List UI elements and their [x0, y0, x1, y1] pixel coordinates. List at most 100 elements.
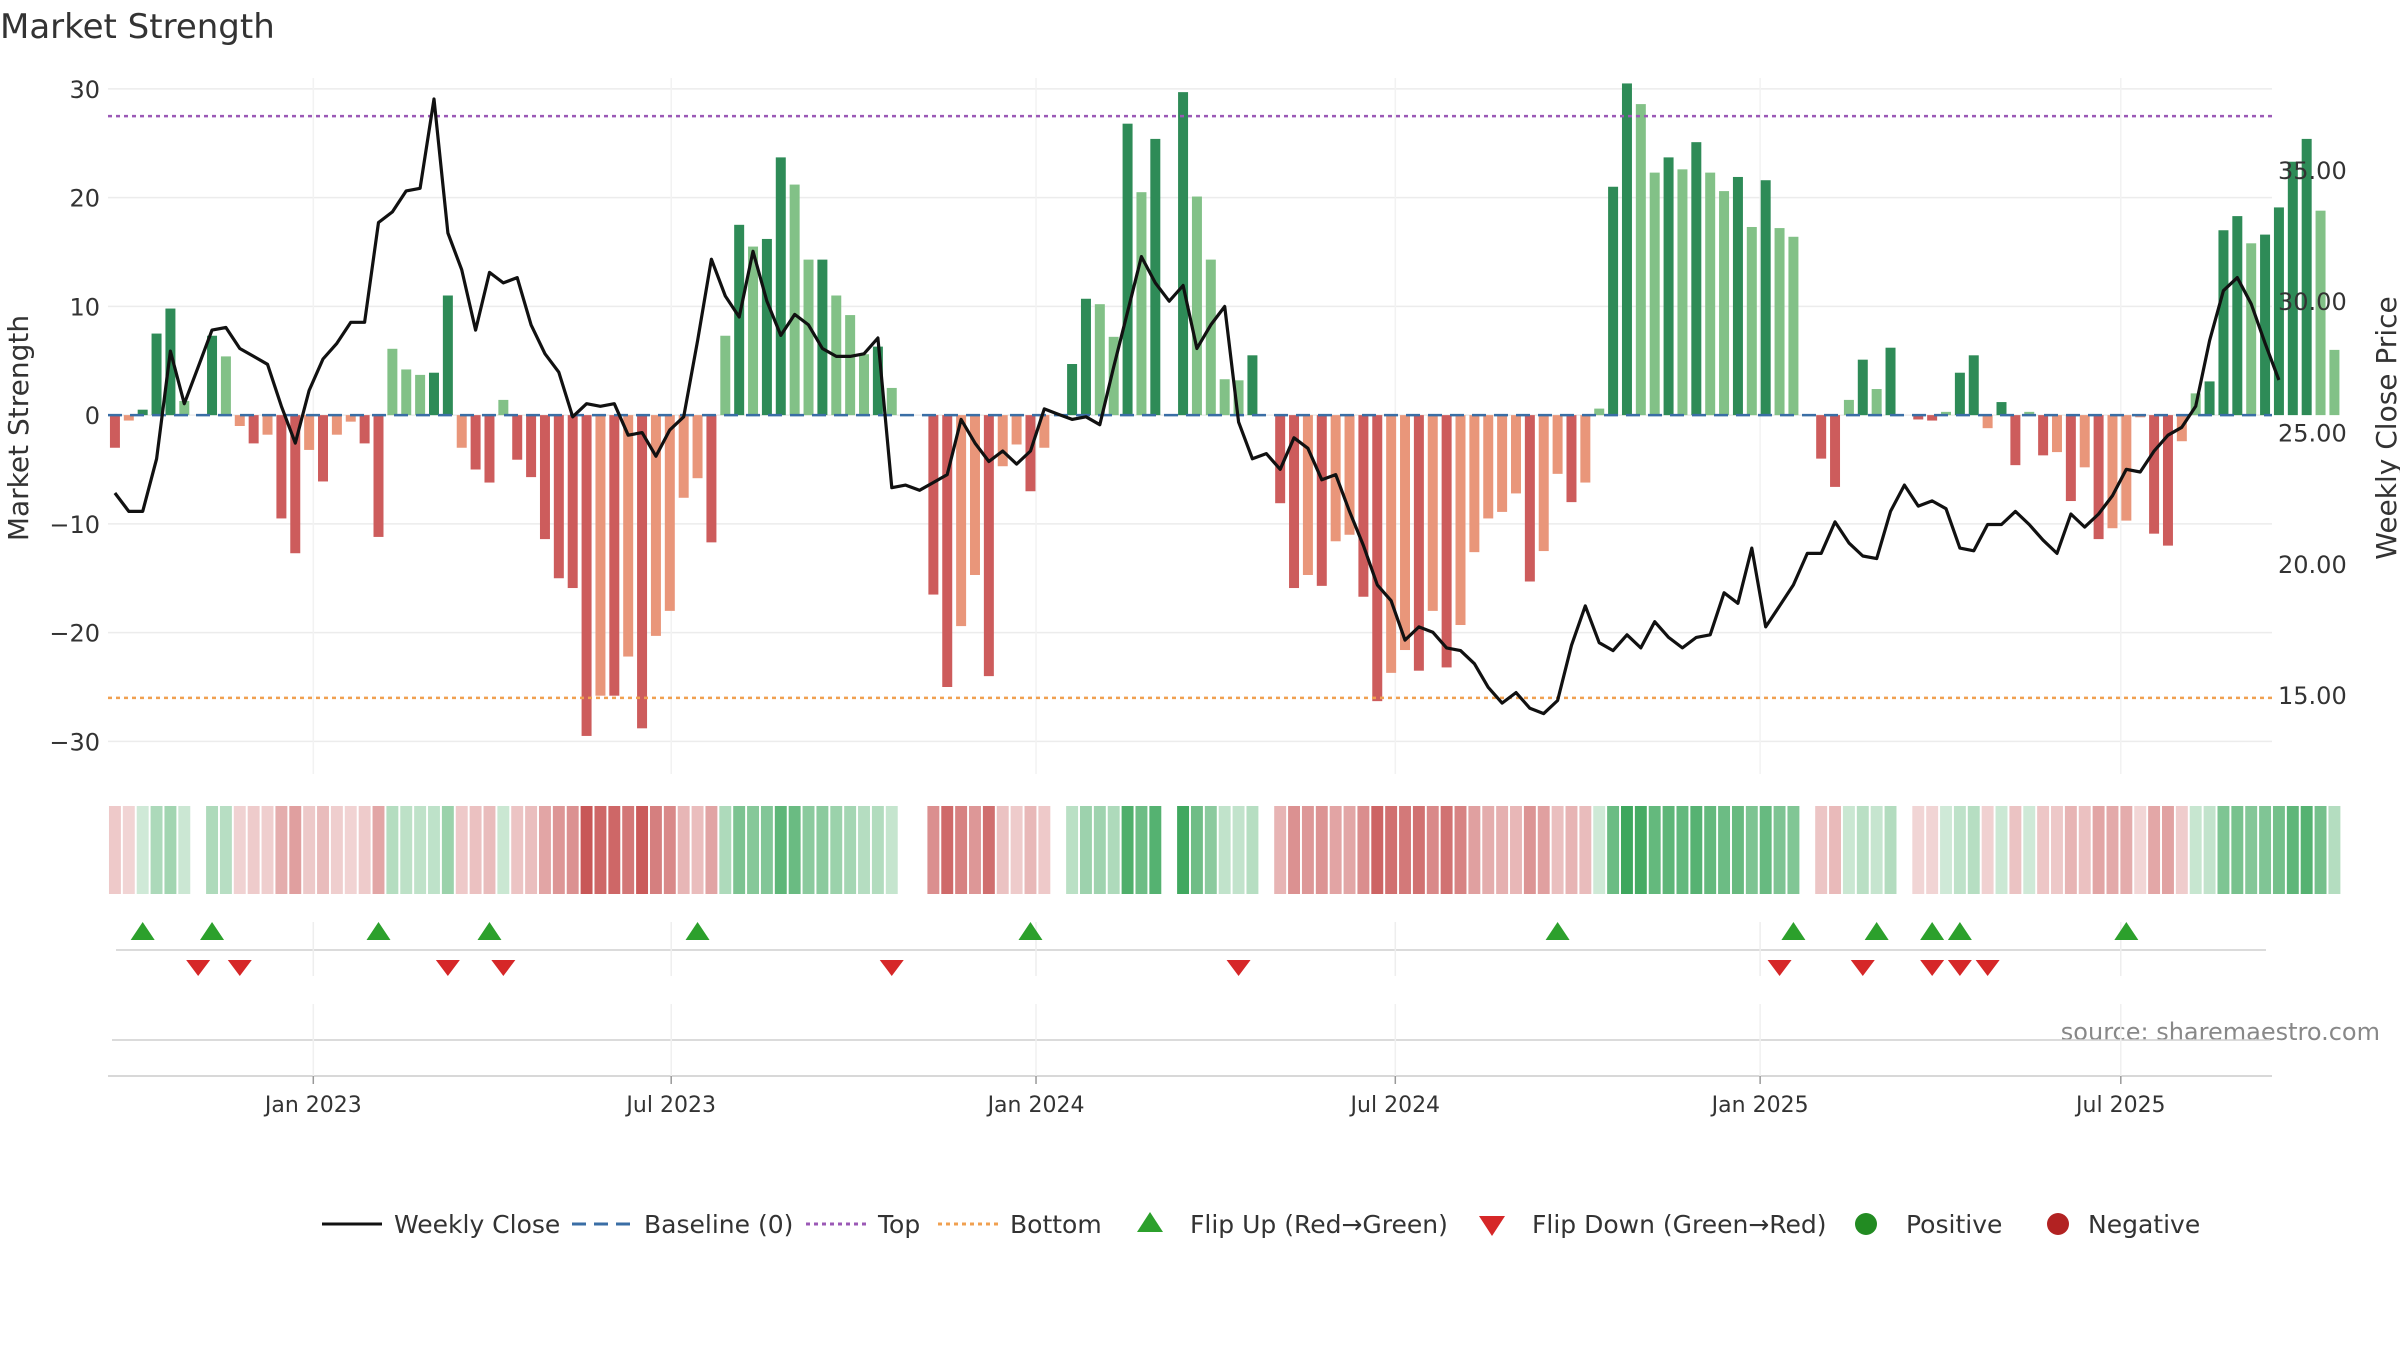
strip-cell — [317, 806, 329, 894]
strip-cell — [2203, 806, 2216, 894]
y-tick-label-right: 20.00 — [2278, 551, 2347, 579]
strip-cell — [830, 806, 843, 894]
strength-bar — [1691, 142, 1702, 416]
strength-bar — [1968, 355, 1979, 416]
strip-cell — [1579, 806, 1592, 894]
flip-down-marker — [879, 960, 904, 976]
legend: Weekly Close Baseline (0) Top Bottom Flip Up… — [322, 1210, 2200, 1239]
strength-bar — [1580, 415, 1591, 483]
flip-up-marker — [1864, 922, 1889, 940]
y-axis-left-label: Market Strength — [2, 315, 35, 541]
strip-cell — [164, 806, 177, 894]
strength-bar — [1621, 83, 1632, 416]
strip-cell — [2259, 806, 2272, 894]
strip-cell — [914, 806, 926, 894]
strength-bar — [1954, 372, 1965, 416]
strip-cell — [1496, 806, 1509, 894]
strength-bar — [581, 415, 592, 736]
strip-cell — [372, 806, 385, 894]
flip-down-marker — [227, 960, 252, 976]
strength-bar — [1136, 192, 1147, 416]
strip-cell — [1218, 806, 1231, 894]
flip-down-marker — [1850, 960, 1875, 976]
weekly-close-layer — [113, 97, 2281, 716]
strength-bar — [1732, 176, 1743, 416]
strip-cell — [552, 806, 565, 894]
x-tick-label: Jan 2023 — [263, 1093, 362, 1118]
strip-cell — [2314, 806, 2327, 894]
strength-bar — [1941, 411, 1952, 416]
strength-bar — [1788, 236, 1799, 416]
strength-bar — [886, 387, 897, 416]
strength-bar — [1413, 415, 1424, 671]
strip-cell — [1607, 806, 1620, 894]
strength-bar — [1982, 415, 1993, 429]
flip-up-marker — [1018, 922, 1043, 940]
y-tick-label-left: 20 — [69, 185, 100, 213]
strength-bar — [1774, 228, 1785, 416]
strength-bar — [2093, 415, 2104, 540]
strength-bar — [1483, 415, 1494, 519]
strength-bar — [1205, 259, 1216, 416]
strength-bar — [276, 415, 287, 519]
strip-cell — [1079, 806, 1092, 894]
strength-bar — [650, 415, 661, 636]
legend-swatch-negative — [2047, 1213, 2069, 1235]
strength-bars — [109, 83, 2340, 736]
strip-cell — [1121, 806, 1134, 894]
strength-bar — [1067, 364, 1078, 416]
strength-bar — [345, 415, 356, 422]
strip-cell — [955, 806, 968, 894]
flip-up-marker — [477, 922, 502, 940]
strip-cell — [358, 806, 371, 894]
strip-cell — [1551, 806, 1564, 894]
strength-bar — [2038, 415, 2049, 456]
strength-bar — [1400, 415, 1411, 651]
strip-cell — [1246, 806, 1259, 894]
strength-bar — [1497, 415, 1508, 512]
strip-cell — [400, 806, 413, 894]
strength-bar — [2204, 381, 2215, 416]
strip-cell — [858, 806, 870, 894]
legend-label-negative: Negative — [2088, 1210, 2200, 1239]
strength-bar — [1094, 304, 1105, 416]
strip-cell — [1884, 806, 1897, 894]
strength-bar — [1996, 402, 2007, 416]
x-tick-label: Jul 2024 — [1349, 1093, 1441, 1118]
strip-cell — [2328, 806, 2341, 894]
strength-bar — [1302, 415, 1313, 575]
strip-cell — [1301, 806, 1314, 894]
strength-bar — [609, 415, 620, 696]
strength-bar — [2287, 161, 2298, 416]
strength-bar — [2010, 415, 2021, 466]
strip-cell — [344, 806, 357, 894]
strength-bar — [1191, 196, 1202, 416]
strength-bar — [318, 415, 329, 482]
flip-up-marker — [366, 922, 391, 940]
strip-cell — [1634, 806, 1647, 894]
strip-cell — [1829, 806, 1842, 894]
y-tick-label-left: 30 — [69, 76, 100, 104]
legend-label-top: Top — [877, 1210, 920, 1239]
strength-bar — [1441, 415, 1452, 668]
strip-cell — [289, 806, 302, 894]
strip-cell — [816, 806, 829, 894]
strength-bar — [1386, 415, 1397, 673]
strength-bar — [1219, 379, 1230, 416]
y-axis-right-label: Weekly Close Price — [2370, 296, 2400, 559]
strip-cell — [1953, 806, 1966, 894]
strength-bar — [1247, 355, 1258, 416]
strength-bar — [1427, 415, 1438, 611]
strip-cell — [122, 806, 135, 894]
strength-bar — [1316, 415, 1327, 586]
strength-bar — [1830, 415, 1841, 487]
strength-bar — [692, 415, 703, 479]
strip-cell — [1107, 806, 1120, 894]
strip-cell — [636, 806, 649, 894]
strip-cell — [469, 806, 482, 894]
strength-bar — [706, 415, 717, 543]
strip-cell — [2272, 806, 2285, 894]
strip-cell — [1870, 806, 1883, 894]
strip-cell — [941, 806, 954, 894]
